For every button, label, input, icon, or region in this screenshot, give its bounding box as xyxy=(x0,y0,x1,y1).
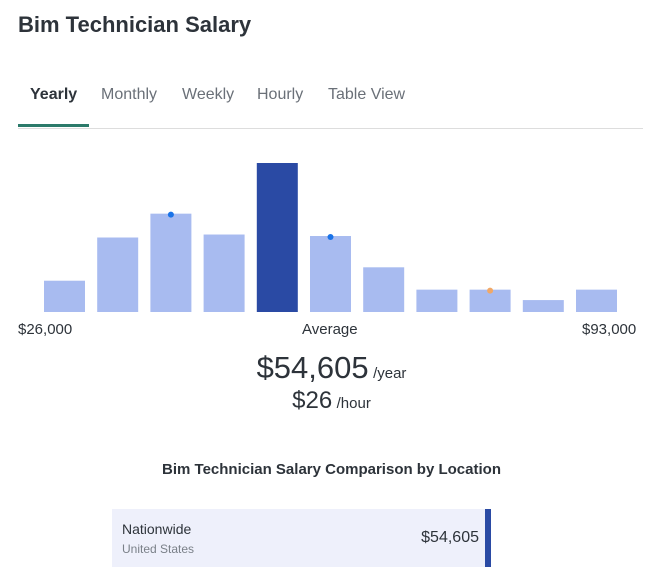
location-sub: United States xyxy=(122,542,195,556)
tab-weekly[interactable]: Weekly xyxy=(182,86,235,103)
histogram-bar xyxy=(416,289,458,312)
max-label: $93,000 xyxy=(582,321,637,338)
histogram-bar xyxy=(203,234,245,312)
bar-marker-dot xyxy=(167,211,174,218)
comparison-title: Bim Technician Salary Comparison by Loca… xyxy=(162,461,501,478)
yearly-unit: /year xyxy=(373,365,407,382)
location-bar xyxy=(485,509,491,567)
histogram-bar xyxy=(97,237,139,312)
hourly-value: $26 xyxy=(292,387,333,414)
histogram-bar xyxy=(522,300,564,312)
active-tab-indicator xyxy=(18,124,89,127)
histogram-bar xyxy=(310,236,351,312)
tab-yearly[interactable]: Yearly xyxy=(30,86,78,103)
salary-histogram xyxy=(44,163,617,312)
tab-hourly[interactable]: Hourly xyxy=(257,86,304,103)
histogram-bar xyxy=(256,163,298,312)
min-label: $26,000 xyxy=(18,321,73,338)
tab-table-view[interactable]: Table View xyxy=(328,86,406,103)
histogram-bar xyxy=(363,267,405,312)
page-title: Bim Technician Salary xyxy=(18,12,252,37)
tab-monthly[interactable]: Monthly xyxy=(101,86,158,103)
histogram-bar xyxy=(469,289,511,312)
histogram-bar xyxy=(576,289,617,312)
histogram-bar xyxy=(44,280,85,312)
bar-marker-dot xyxy=(327,234,334,241)
average-label: Average xyxy=(302,321,358,338)
location-row: Nationwide United States $54,605 xyxy=(112,509,485,567)
bar-marker-dot xyxy=(487,287,494,294)
yearly-value: $54,605 xyxy=(256,350,369,385)
tab-bar: Yearly Monthly Weekly Hourly Table View xyxy=(18,84,643,129)
hourly-unit: /hour xyxy=(336,395,371,412)
location-value: $54,605 xyxy=(421,529,479,546)
histogram-bar xyxy=(150,213,192,312)
location-name: Nationwide xyxy=(122,521,192,537)
hourly-average: $26 /hour xyxy=(0,387,663,415)
yearly-average: $54,605 /year xyxy=(0,350,663,386)
